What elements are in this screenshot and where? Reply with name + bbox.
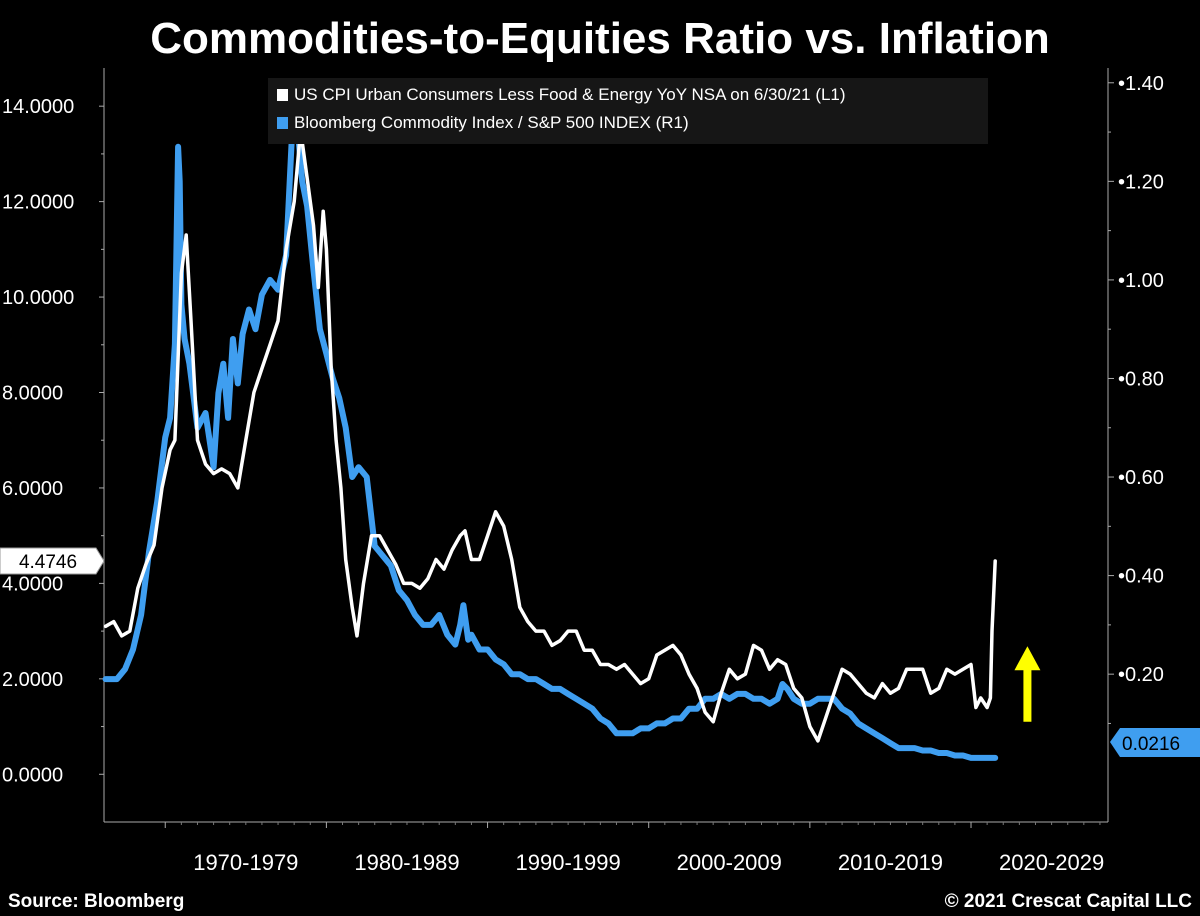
last-value-left-badge: 4.4746 bbox=[0, 547, 105, 575]
left-tick-label: 6.0000 bbox=[2, 478, 63, 500]
legend-background bbox=[268, 78, 988, 144]
last-value-right-box bbox=[1110, 728, 1200, 757]
last-value-right-label: 0.0216 bbox=[1122, 734, 1180, 755]
chart-title: Commodities-to-Equities Ratio vs. Inflat… bbox=[150, 14, 1050, 63]
source-label: Source: Bloomberg bbox=[8, 891, 184, 912]
x-tick-label: 2010-2019 bbox=[838, 850, 943, 875]
right-tick-label: •0.60 bbox=[1118, 467, 1164, 489]
annotation-layer bbox=[1014, 646, 1041, 722]
x-tick-label: 1990-1999 bbox=[516, 850, 621, 875]
right-tick-label: •1.20 bbox=[1118, 171, 1164, 193]
x-tick-label: 2000-2009 bbox=[677, 850, 782, 875]
right-tick-label: •1.00 bbox=[1118, 270, 1164, 292]
left-tick-label: 8.0000 bbox=[2, 383, 63, 405]
left-tick-label: 0.0000 bbox=[2, 764, 63, 786]
x-axis: 1970-1979 1980-1989 1990-1999 2000-2009 2010… bbox=[164, 822, 1104, 875]
copyright-label: © 2021 Crescat Capital LLC bbox=[945, 891, 1193, 912]
legend-label-ratio: Bloomberg Commodity Index / S&P 500 INDE… bbox=[294, 113, 689, 132]
last-value-right-badge: 0.0216 bbox=[1110, 728, 1200, 757]
last-value-left-box bbox=[0, 547, 105, 575]
right-axis: •0.20 •0.40 •0.60 •0.80 •1.00 •1.20 •1.40 bbox=[1108, 73, 1164, 724]
left-tick-label: 10.0000 bbox=[2, 287, 74, 309]
series-line-cpi bbox=[103, 128, 997, 743]
left-axis: 0.0000 2.0000 4.0000 6.0000 8.0000 10.0000 12.… bbox=[2, 96, 104, 786]
legend-label-cpi: US CPI Urban Consumers Less Food & Energ… bbox=[294, 85, 846, 104]
series-layer bbox=[102, 104, 999, 761]
arrow-head bbox=[1014, 646, 1041, 671]
left-tick-label: 4.0000 bbox=[2, 573, 63, 595]
x-tick-label: 2020-2029 bbox=[999, 850, 1104, 875]
right-tick-label: •0.20 bbox=[1118, 664, 1164, 686]
x-tick-label: 1980-1989 bbox=[354, 850, 459, 875]
left-tick-label: 12.0000 bbox=[2, 192, 74, 214]
series-line-commodity-ratio bbox=[102, 104, 999, 761]
x-tick-label: 1970-1979 bbox=[193, 850, 298, 875]
left-tick-label: 2.0000 bbox=[2, 669, 63, 691]
last-value-left-label: 4.4746 bbox=[19, 552, 77, 573]
legend-swatch-cpi bbox=[277, 89, 288, 101]
plot-frame bbox=[103, 68, 1109, 823]
right-tick-label: •1.40 bbox=[1118, 73, 1164, 95]
right-tick-label: •0.80 bbox=[1118, 368, 1164, 390]
right-tick-label: •0.40 bbox=[1118, 566, 1164, 588]
legend-swatch-ratio bbox=[277, 117, 288, 129]
legend: US CPI Urban Consumers Less Food & Energ… bbox=[268, 78, 988, 144]
left-tick-label: 14.0000 bbox=[2, 96, 74, 118]
